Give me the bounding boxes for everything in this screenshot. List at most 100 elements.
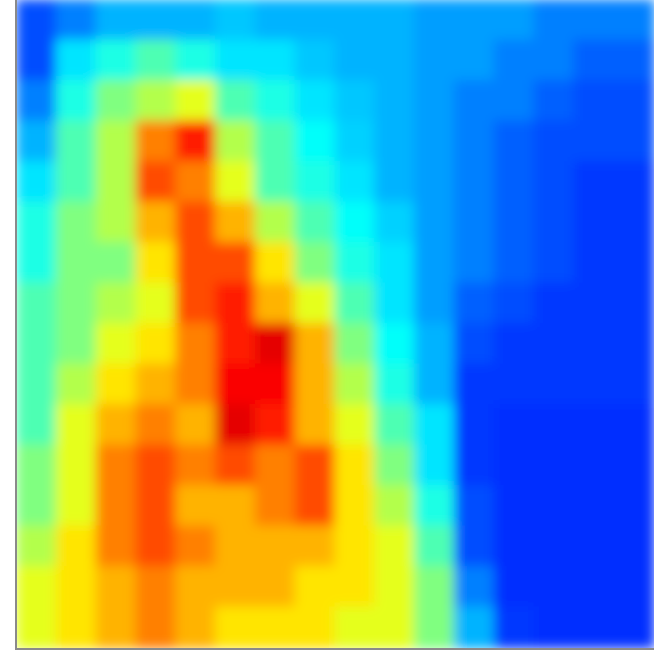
heatmap-cell	[215, 120, 257, 163]
heatmap-cell	[254, 363, 297, 406]
heatmap-cell	[613, 485, 654, 528]
heatmap-cell	[334, 485, 377, 528]
heatmap-cell	[453, 566, 496, 609]
heatmap-cell	[533, 161, 576, 204]
heatmap-cell	[414, 566, 456, 609]
heatmap-cell	[55, 606, 98, 648]
heatmap-cell	[175, 485, 218, 528]
heatmap-cell	[55, 80, 98, 123]
heatmap-cell	[533, 525, 576, 568]
heatmap-cell	[135, 363, 178, 406]
heatmap-cell	[374, 363, 417, 406]
heatmap-cell	[453, 606, 496, 648]
heatmap-cell	[334, 566, 377, 609]
heatmap-cell	[17, 282, 58, 325]
heatmap-cell	[414, 485, 456, 528]
heatmap-cell	[453, 444, 496, 487]
heatmap-cell	[175, 201, 218, 244]
heatmap-cell	[95, 363, 138, 406]
heatmap-cell	[613, 323, 654, 366]
heatmap-cell	[95, 161, 138, 204]
heatmap-cell	[493, 242, 536, 285]
heatmap-cell	[215, 606, 257, 648]
heatmap-cell	[17, 404, 58, 447]
heatmap-cell	[135, 39, 178, 82]
heatmap-cell	[533, 242, 576, 285]
heatmap-cell	[254, 566, 297, 609]
heatmap-cell	[613, 606, 654, 648]
heatmap-cell	[493, 404, 536, 447]
heatmap-cell	[135, 566, 178, 609]
heatmap-cell	[493, 606, 536, 648]
heatmap-cell	[573, 242, 616, 285]
heatmap-cell	[493, 485, 536, 528]
heatmap-cell	[135, 606, 178, 648]
heatmap-cell	[294, 120, 337, 163]
heatmap-cell	[334, 606, 377, 648]
heatmap-cell	[215, 39, 257, 82]
heatmap-cell	[414, 525, 456, 568]
heatmap-cell	[573, 525, 616, 568]
heatmap-cell	[95, 444, 138, 487]
heatmap-cell	[175, 566, 218, 609]
heatmap-cell	[254, 80, 297, 123]
heatmap-cell	[573, 323, 616, 366]
heatmap-cell	[493, 39, 536, 82]
heatmap-cell	[573, 566, 616, 609]
heatmap-cell	[294, 39, 337, 82]
heatmap-cell	[254, 444, 297, 487]
heatmap-cell	[215, 323, 257, 366]
heatmap-cell	[55, 120, 98, 163]
heatmap-cell	[493, 363, 536, 406]
heatmap-cell	[294, 444, 337, 487]
heatmap-cell	[135, 80, 178, 123]
heatmap-cell	[55, 363, 98, 406]
heatmap-cell	[135, 282, 178, 325]
heatmap-cell	[453, 363, 496, 406]
heatmap-cell	[175, 161, 218, 204]
heatmap-cell	[175, 242, 218, 285]
heatmap-cell	[453, 120, 496, 163]
heatmap-cell	[215, 566, 257, 609]
heatmap-cell	[573, 161, 616, 204]
heatmap-cell	[17, 485, 58, 528]
heatmap-cell	[175, 444, 218, 487]
heatmap-cell	[55, 323, 98, 366]
heatmap-cell	[334, 80, 377, 123]
heatmap-cell	[95, 323, 138, 366]
heatmap-cell	[135, 242, 178, 285]
heatmap-cell	[135, 0, 178, 42]
heatmap-cell	[573, 0, 616, 42]
heatmap-cell	[95, 120, 138, 163]
heatmap-cell	[215, 525, 257, 568]
heatmap-cell	[453, 485, 496, 528]
heatmap-cell	[17, 0, 58, 42]
heatmap-cell	[254, 323, 297, 366]
heatmap-cell	[294, 525, 337, 568]
heatmap-cell	[573, 282, 616, 325]
heatmap-cell	[334, 444, 377, 487]
heatmap-cell	[294, 404, 337, 447]
heatmap-cell	[55, 282, 98, 325]
heatmap-cell	[175, 404, 218, 447]
heatmap-cell	[55, 566, 98, 609]
heatmap-cell	[374, 39, 417, 82]
heatmap-cell	[55, 242, 98, 285]
heatmap-cell	[334, 282, 377, 325]
heatmap-cell	[613, 404, 654, 447]
heatmap-cell	[334, 323, 377, 366]
heatmap-cell	[374, 485, 417, 528]
heatmap-cell	[215, 444, 257, 487]
heatmap-cell	[613, 161, 654, 204]
heatmap-cell	[573, 80, 616, 123]
heatmap-cell	[493, 282, 536, 325]
heatmap-cell	[493, 80, 536, 123]
heatmap-cell	[215, 242, 257, 285]
heatmap-cell	[95, 606, 138, 648]
heatmap-cell	[573, 485, 616, 528]
heatmap-cell	[613, 0, 654, 42]
heatmap-cell	[55, 161, 98, 204]
heatmap-cell	[294, 282, 337, 325]
heatmap-cell	[17, 39, 58, 82]
